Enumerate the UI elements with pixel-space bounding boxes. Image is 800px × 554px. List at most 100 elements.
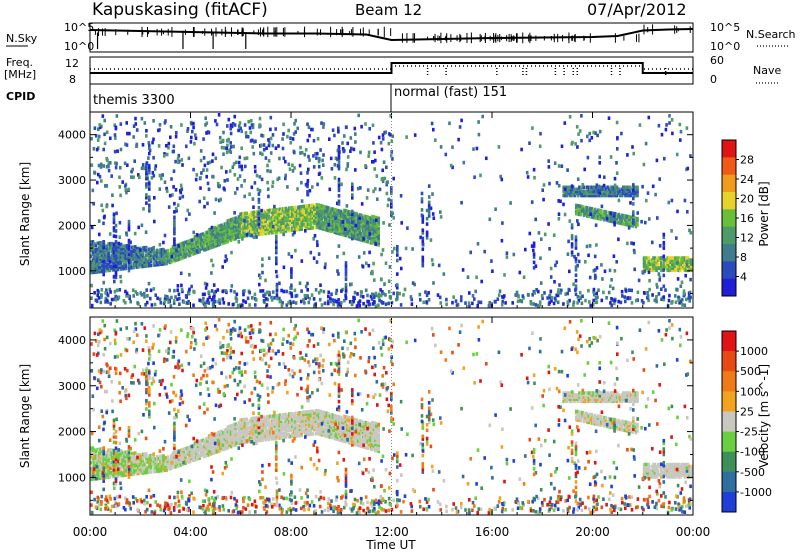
power-cell <box>110 254 113 258</box>
power-cell <box>271 143 275 148</box>
power-cell <box>421 261 425 265</box>
power-cell <box>589 185 592 190</box>
power-cell <box>339 232 343 236</box>
power-cell <box>337 199 341 204</box>
power-cell <box>308 188 312 193</box>
power-cell <box>126 254 129 258</box>
power-cell <box>683 262 687 266</box>
velocity-cell <box>223 434 227 439</box>
power-cell <box>660 266 663 271</box>
power-cell <box>226 233 230 238</box>
velocity-cell <box>214 448 217 452</box>
power-cell <box>399 303 403 307</box>
power-cell <box>360 232 363 236</box>
power-cell <box>678 301 681 305</box>
power-cell <box>185 246 189 250</box>
power-cell <box>646 294 650 298</box>
power-cell <box>663 264 666 268</box>
power-cell <box>196 240 200 244</box>
power-cell <box>327 228 330 233</box>
power-cell <box>570 242 574 246</box>
power-cell <box>313 209 316 214</box>
power-cell <box>100 124 103 129</box>
power-cell <box>169 135 172 140</box>
power-cell <box>666 260 669 264</box>
power-cell <box>229 230 233 234</box>
power-cell <box>91 242 95 246</box>
power-cell <box>375 240 379 245</box>
power-cell <box>214 227 217 232</box>
power-cell <box>451 165 454 170</box>
power-cell <box>248 213 252 217</box>
power-cell <box>573 193 576 198</box>
power-cell <box>259 226 263 230</box>
velocity-cell <box>99 463 102 468</box>
power-cell <box>322 153 325 157</box>
power-cell <box>299 145 302 150</box>
power-cell <box>451 145 454 149</box>
power-cell <box>269 151 273 155</box>
power-cell <box>201 232 205 236</box>
power-cell <box>421 228 425 232</box>
power-cell <box>613 212 616 216</box>
velocity-cell <box>206 445 209 449</box>
power-cell <box>237 219 241 223</box>
power-cell <box>107 266 110 271</box>
power-cell <box>173 288 176 293</box>
power-cell <box>275 220 278 224</box>
power-cell <box>236 230 239 234</box>
power-cell <box>209 245 212 250</box>
power-cell <box>611 193 614 198</box>
power-cell <box>633 250 636 255</box>
power-cell <box>374 232 377 236</box>
power-cell <box>647 298 650 303</box>
power-cell <box>382 291 385 296</box>
velocity-cell <box>182 453 186 458</box>
power-cell <box>655 262 658 266</box>
power-cell <box>588 244 592 248</box>
power-cell <box>145 134 148 138</box>
power-cell <box>305 220 308 225</box>
power-cell <box>645 256 649 260</box>
power-cell <box>505 255 509 259</box>
power-cell <box>114 294 117 299</box>
power-cell <box>278 213 281 218</box>
power-cell <box>104 267 107 271</box>
power-cell <box>149 253 153 257</box>
power-cell <box>184 294 188 298</box>
power-cell <box>327 220 330 224</box>
power-cell <box>124 260 128 265</box>
velocity-cell <box>214 450 217 455</box>
power-cell <box>206 201 209 206</box>
power-cell <box>367 217 371 222</box>
power-cell <box>335 220 338 225</box>
power-cell <box>316 223 319 227</box>
power-cell <box>317 290 321 295</box>
power-cell <box>192 121 195 126</box>
power-cell <box>223 259 227 264</box>
power-cell <box>145 258 148 262</box>
power-cell <box>658 244 662 248</box>
power-cell <box>188 251 192 255</box>
velocity-cell <box>225 438 228 442</box>
power-cell <box>261 289 265 293</box>
power-cell <box>138 250 142 255</box>
power-cell <box>671 264 674 268</box>
power-cell <box>127 268 131 273</box>
power-cell <box>390 198 393 203</box>
power-cell <box>383 282 386 286</box>
power-cell <box>257 224 261 229</box>
power-cell <box>97 261 101 266</box>
velocity-cell <box>97 457 101 462</box>
power-cell <box>100 179 103 183</box>
velocity-cell <box>221 433 225 437</box>
power-cell <box>574 235 578 239</box>
power-cell <box>317 252 321 256</box>
power-cell <box>262 213 266 218</box>
power-cell <box>212 294 216 298</box>
power-cell <box>99 165 103 169</box>
power-cell <box>215 227 219 231</box>
power-cell <box>228 224 231 229</box>
power-cell <box>314 209 318 213</box>
power-cell <box>632 248 636 253</box>
